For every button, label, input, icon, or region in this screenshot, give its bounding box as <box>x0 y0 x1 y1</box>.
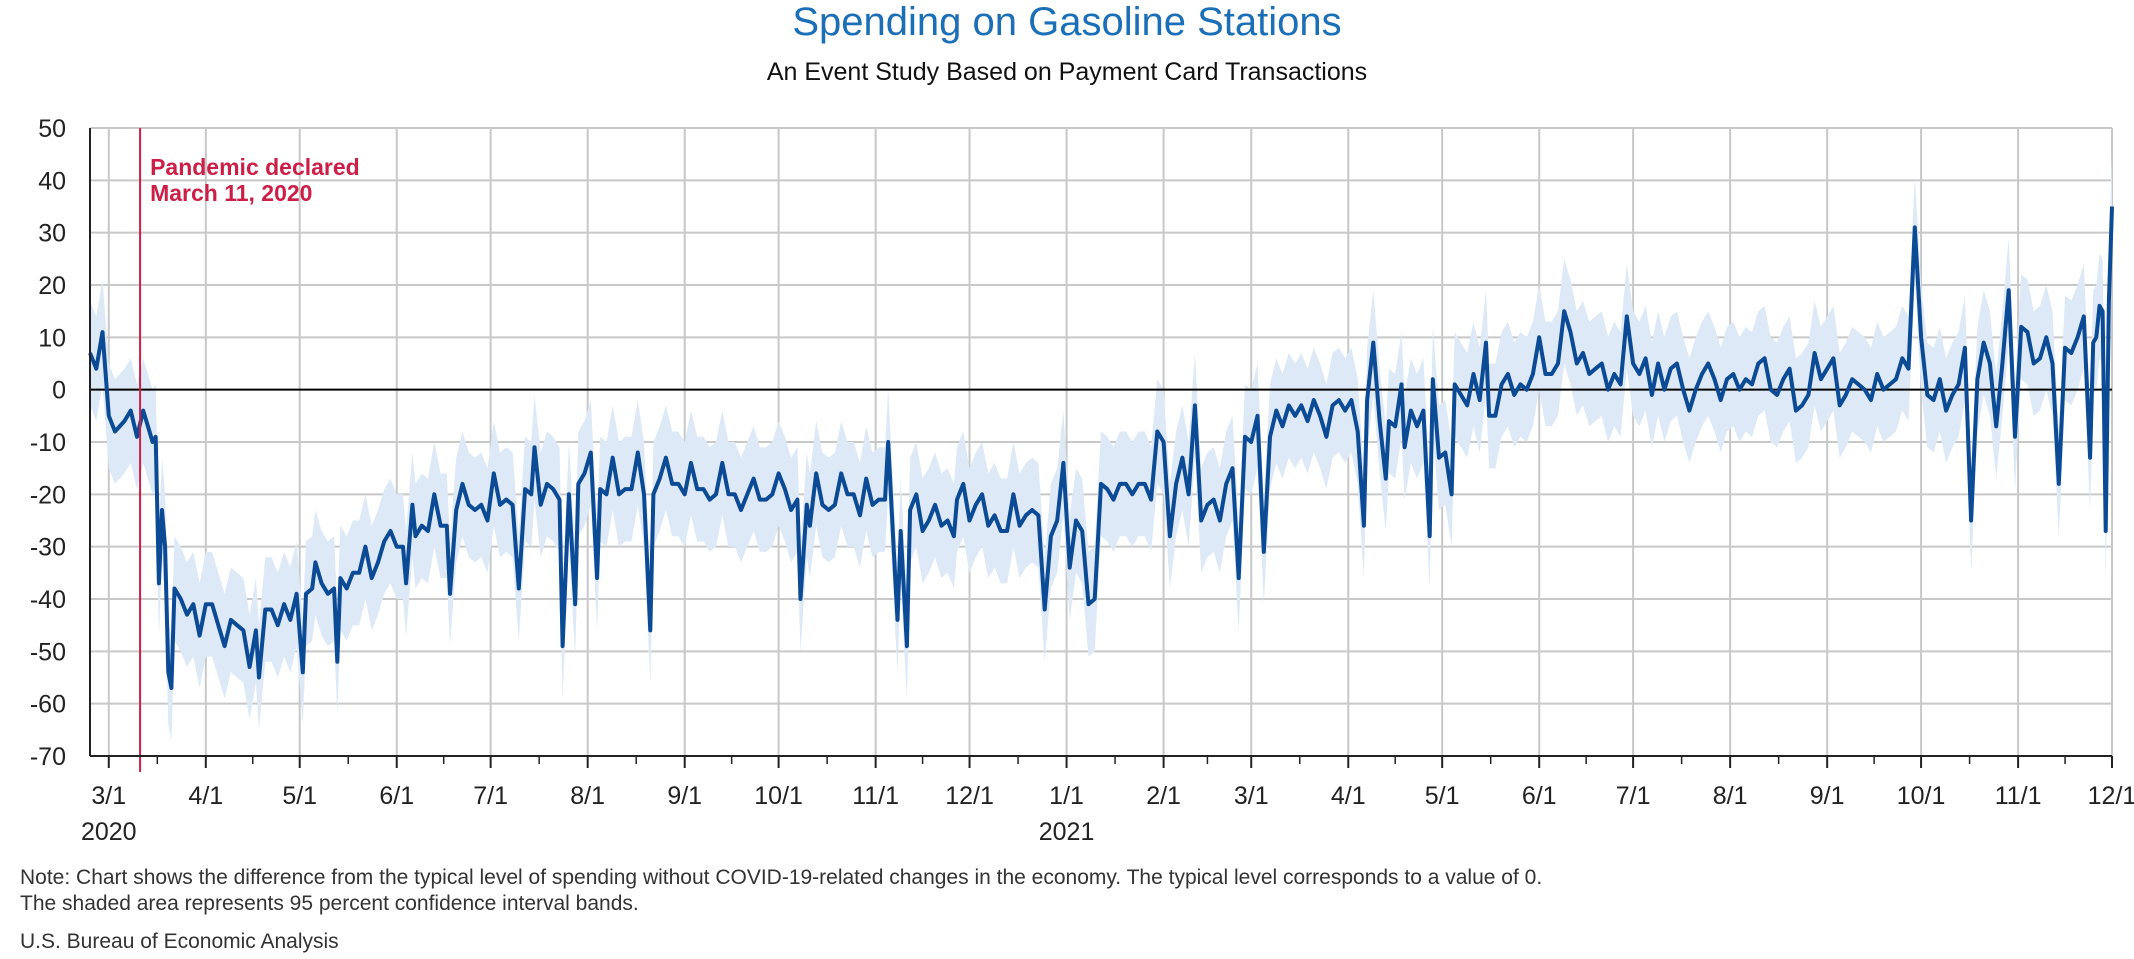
chart-note-line-1: Note: Chart shows the difference from th… <box>20 866 1543 889</box>
pandemic-annotation-text: Pandemic declared <box>150 154 360 180</box>
x-tick-label: 12/1 <box>2088 782 2134 810</box>
x-tick-label: 11/1 <box>852 782 899 810</box>
x-tick-label: 12/1 <box>945 782 994 810</box>
y-tick-label: -30 <box>30 534 66 562</box>
spending-series-line <box>88 206 2114 690</box>
x-tick-label: 2/1 <box>1146 782 1181 810</box>
x-tick-label: 5/1 <box>282 782 317 810</box>
x-tick-label: 5/1 <box>1425 782 1460 810</box>
y-tick-label: -60 <box>30 691 66 719</box>
x-tick-label: 6/1 <box>379 782 414 810</box>
y-tick-label: -70 <box>30 743 66 771</box>
chart-subtitle: An Event Study Based on Payment Card Tra… <box>766 58 1368 86</box>
x-tick-label: 6/1 <box>1522 782 1557 810</box>
y-tick-label: 40 <box>38 167 66 195</box>
x-tick-label: 9/1 <box>667 782 702 810</box>
x-tick-label: 7/1 <box>1616 782 1651 810</box>
x-tick-label: 10/1 <box>1897 782 1946 810</box>
y-tick-label: 50 <box>38 115 66 143</box>
x-tick-label: 8/1 <box>1713 782 1748 810</box>
y-tick-label: -10 <box>30 429 66 457</box>
y-tick-label: 20 <box>38 272 66 300</box>
y-tick-label: 0 <box>52 377 66 405</box>
x-tick-label: 1/1 <box>1049 782 1084 810</box>
y-tick-label: 30 <box>38 220 66 248</box>
chart-title: Spending on Gasoline Stations <box>792 0 1342 44</box>
x-tick-label: 10/1 <box>754 782 803 810</box>
confidence-band <box>90 154 2112 741</box>
x-tick-label: 11/1 <box>1995 782 2042 810</box>
chart-note-line-2: The shaded area represents 95 percent co… <box>20 892 639 915</box>
x-tick-label: 4/1 <box>188 782 223 810</box>
source-credit: U.S. Bureau of Economic Analysis <box>20 930 339 953</box>
x-tick-label: 7/1 <box>473 782 508 810</box>
axes: 50 40 30 20 10 0 -10 -20 -30 -40 -50 -60 -70 3/1 2020 4… <box>30 115 2134 846</box>
x-tick-label: 3/1 <box>1234 782 1269 810</box>
series <box>88 206 2114 690</box>
x-year-label: 2021 <box>1039 818 1095 846</box>
y-tick-label: -20 <box>30 481 66 509</box>
y-tick-label: -40 <box>30 586 66 614</box>
pandemic-annotation-text: March 11, 2020 <box>150 180 312 206</box>
x-tick-label: 3/1 <box>91 782 126 810</box>
y-tick-label: -50 <box>30 638 66 666</box>
x-tick-label: 8/1 <box>570 782 605 810</box>
x-tick-label: 9/1 <box>1810 782 1845 810</box>
confidence-interval-band <box>90 154 2112 741</box>
y-tick-label: 10 <box>38 324 66 352</box>
x-year-label: 2020 <box>81 818 137 846</box>
x-tick-label: 4/1 <box>1331 782 1366 810</box>
